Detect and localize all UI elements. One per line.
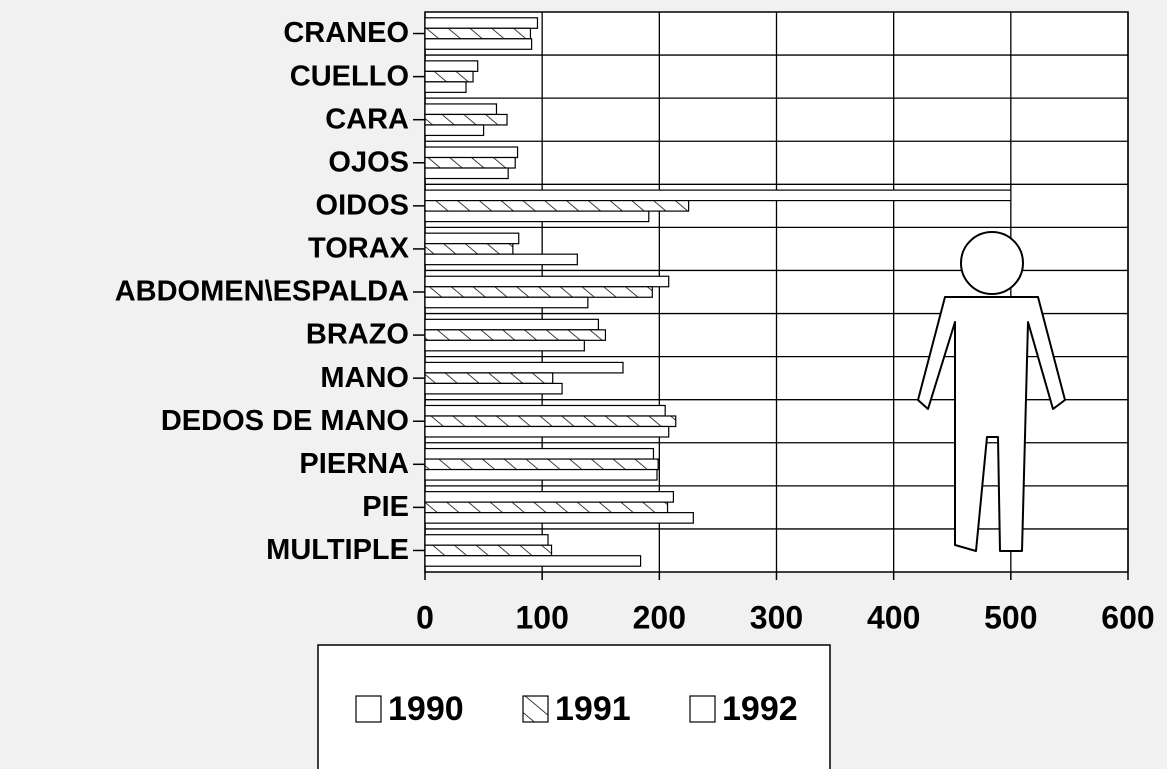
legend-label: 1991 [555,690,631,728]
y-tick-label: TORAX [308,233,410,265]
labels: 0 100 200 300 400 500 600 CRANEO CUELLO CARA OJOS O… [115,17,1155,728]
bar [424,425,670,438]
bar [424,415,677,428]
bar [424,501,669,514]
bar [424,544,553,557]
bar [424,27,532,40]
bar [424,447,655,460]
legend-swatch [355,695,382,723]
bar [424,70,474,83]
x-tick-label: 0 [416,599,434,635]
bar [424,318,600,331]
y-tick-label: CARA [325,103,409,135]
y-tick-label: MANO [320,362,409,394]
bar [424,189,1012,202]
bar [424,286,653,298]
x-tick-label: 200 [633,599,686,635]
bar [424,382,563,395]
x-tick-label: 300 [750,599,803,635]
bar [424,146,519,159]
bar [424,103,498,116]
bar [424,339,585,352]
bar [424,253,578,266]
bar [424,38,533,50]
bar [424,468,658,481]
bar [424,167,509,180]
bar [424,534,549,546]
bars [424,17,1012,567]
y-tick-label: PIE [362,491,409,523]
bar [424,156,516,169]
x-tick-label: 500 [984,599,1037,635]
human-head [960,231,1024,295]
x-tick-label: 400 [867,599,920,635]
y-tick-label: OJOS [328,146,409,178]
bar [424,243,514,255]
bar [424,361,624,374]
legend-label: 1992 [722,690,798,728]
bar [424,81,467,93]
bar [424,113,508,126]
bar [424,232,520,245]
legend-box [317,644,831,769]
y-tick-label: MULTIPLE [266,534,409,566]
y-tick-label: OIDOS [316,190,409,222]
y-tick-label: CUELLO [290,60,409,92]
bar [424,275,670,288]
legend-label: 1990 [388,690,464,728]
bar [424,199,690,212]
y-tick-label: BRAZO [306,319,409,351]
x-tick-label: 100 [515,599,568,635]
bar [424,296,589,309]
x-tick-label: 600 [1101,599,1154,635]
bar [424,60,479,72]
bar [424,458,659,471]
bar [424,124,485,137]
legend-swatch [689,695,716,723]
bar [424,404,666,417]
bar [424,491,674,503]
bar [424,210,650,223]
bar [424,17,539,29]
y-tick-label: DEDOS DE MANO [161,405,409,437]
bar [424,555,642,567]
legend-swatch [522,695,549,723]
y-tick-label: ABDOMEN\ESPALDA [115,276,409,308]
y-tick-label: CRANEO [283,17,409,49]
human-figure [917,296,1066,552]
bar [424,372,554,385]
bar [424,512,694,524]
bar [424,329,607,341]
y-tick-label: PIERNA [299,448,409,480]
